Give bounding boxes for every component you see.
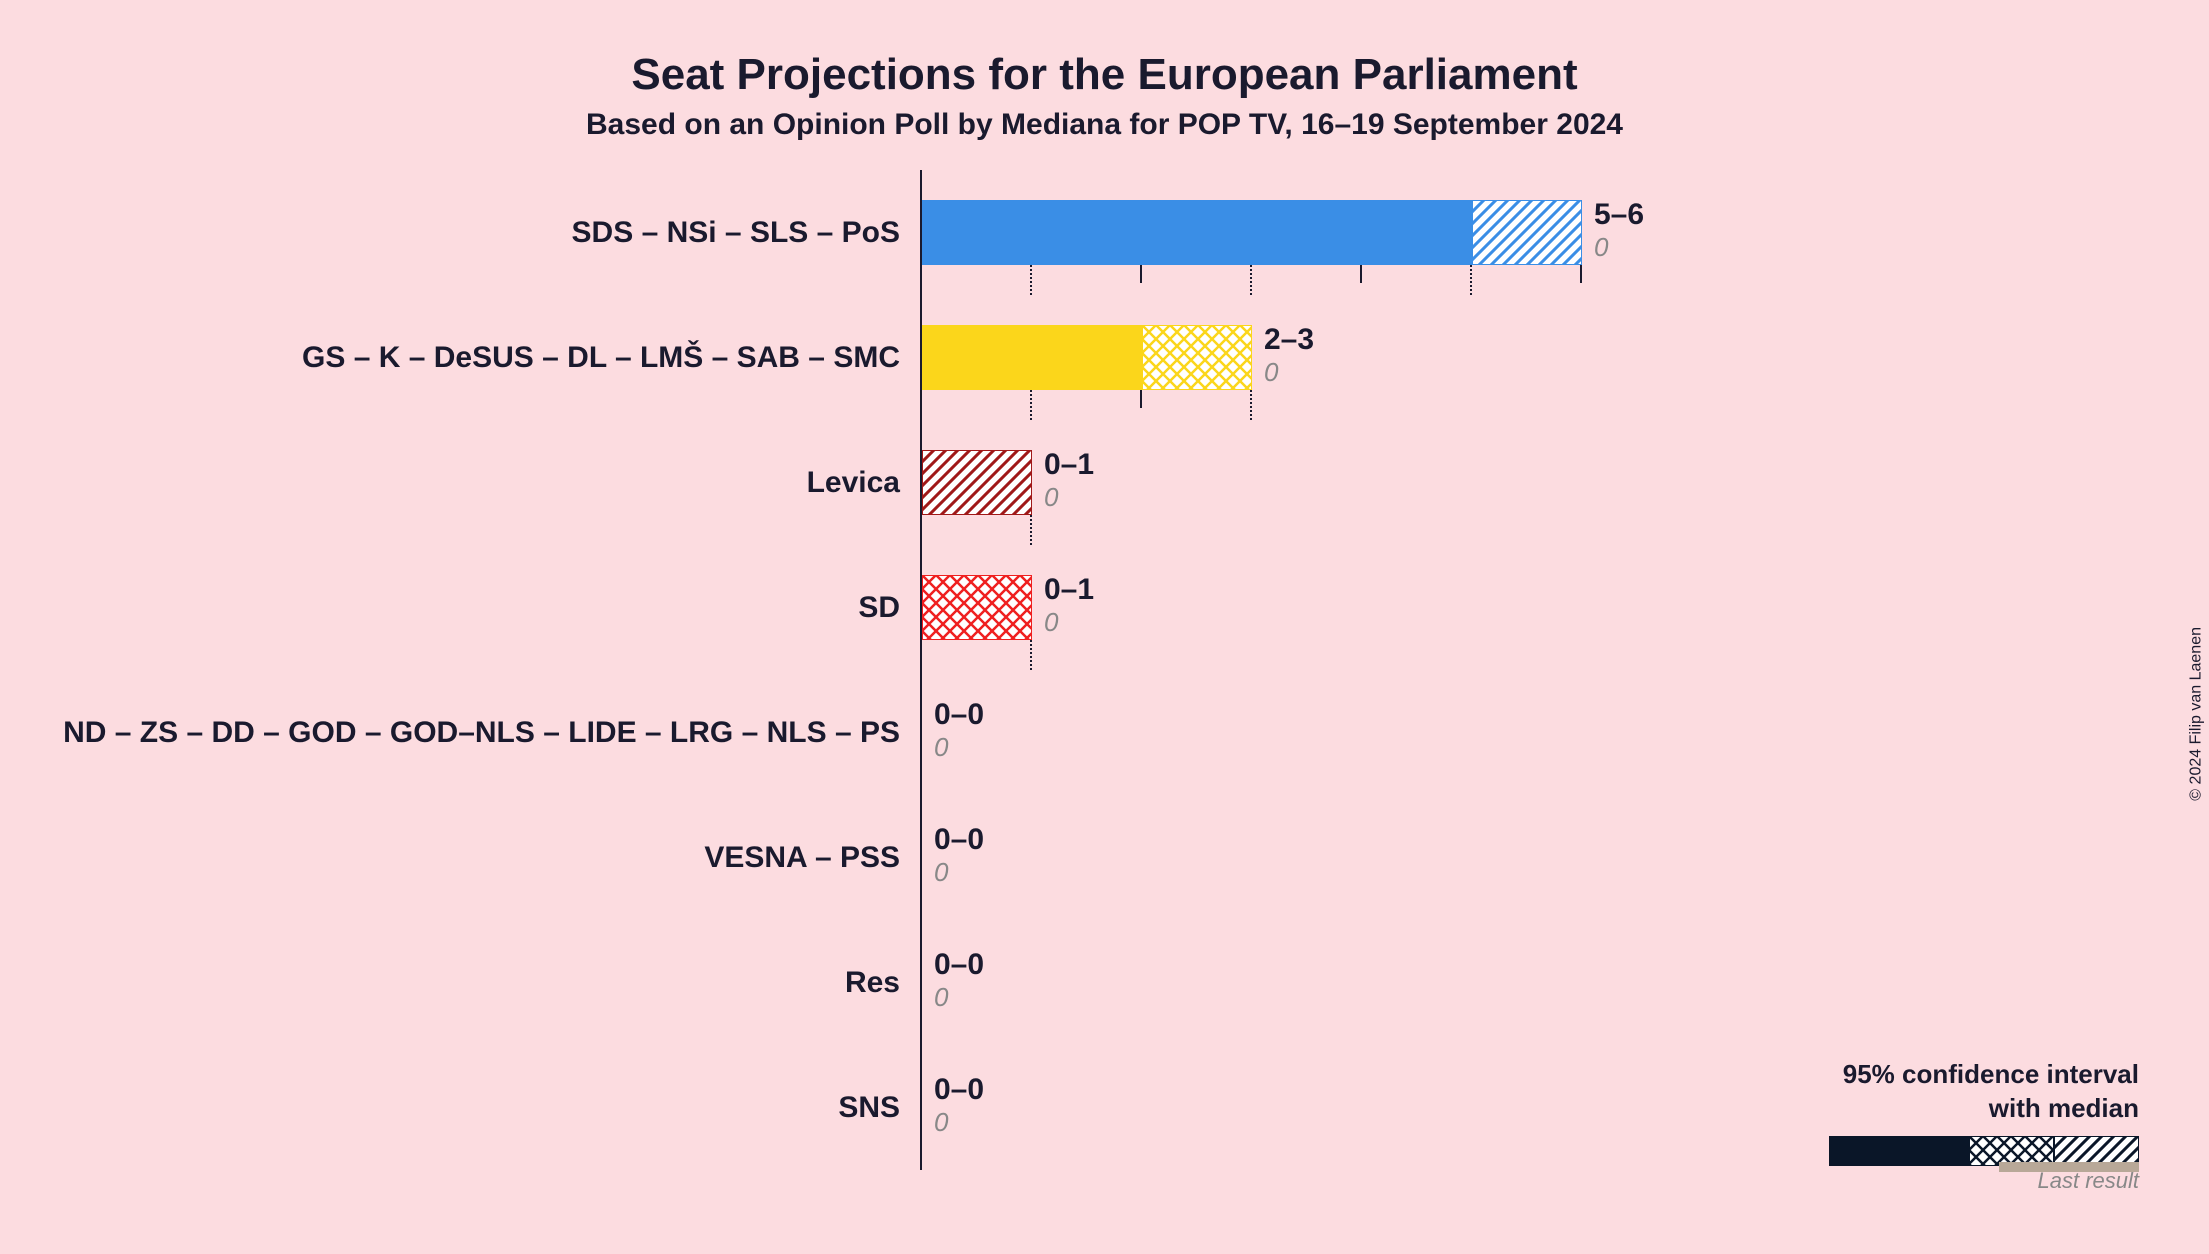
value-range: 0–0 bbox=[934, 1075, 984, 1105]
chart-row: VESNA – PSS0–00 bbox=[920, 795, 1920, 920]
row-label: GS – K – DeSUS – DL – LMŠ – SAB – SMC bbox=[302, 341, 900, 375]
chart-row: Levica0–10 bbox=[920, 420, 1920, 545]
row-label: SDS – NSi – SLS – PoS bbox=[572, 216, 900, 250]
tick-major bbox=[1360, 265, 1362, 283]
value-range: 0–1 bbox=[1044, 575, 1094, 605]
value-labels: 0–00 bbox=[934, 825, 984, 885]
chart-row: ND – ZS – DD – GOD – GOD–NLS – LIDE – LR… bbox=[920, 670, 1920, 795]
bar-hatch bbox=[1472, 200, 1582, 265]
value-prev: 0 bbox=[934, 1109, 984, 1135]
tick-minor bbox=[1250, 265, 1252, 295]
bar-solid bbox=[922, 200, 1472, 265]
row-label: ND – ZS – DD – GOD – GOD–NLS – LIDE – LR… bbox=[63, 716, 900, 750]
credit: © 2024 Filip van Laenen bbox=[2188, 627, 2206, 801]
value-labels: 0–10 bbox=[1044, 575, 1094, 635]
tick-minor bbox=[1030, 390, 1032, 420]
value-labels: 2–30 bbox=[1264, 325, 1314, 385]
chart-row: SNS0–00 bbox=[920, 1045, 1920, 1170]
tick-major bbox=[1140, 390, 1142, 408]
row-label: VESNA – PSS bbox=[704, 841, 900, 875]
chart-title: Seat Projections for the European Parlia… bbox=[0, 50, 2209, 100]
chart-row: SD0–10 bbox=[920, 545, 1920, 670]
chart-row: SDS – NSi – SLS – PoS5–60 bbox=[920, 170, 1920, 295]
value-range: 2–3 bbox=[1264, 325, 1314, 355]
chart-row: Res0–00 bbox=[920, 920, 1920, 1045]
bar-solid bbox=[922, 325, 1142, 390]
plot-area: SDS – NSi – SLS – PoS5–60GS – K – DeSUS … bbox=[920, 170, 1920, 1170]
tick-minor bbox=[1250, 390, 1252, 420]
value-labels: 5–60 bbox=[1594, 200, 1644, 260]
value-prev: 0 bbox=[1044, 609, 1094, 635]
tick-major bbox=[1140, 265, 1142, 283]
value-range: 0–0 bbox=[934, 825, 984, 855]
chart-container: Seat Projections for the European Parlia… bbox=[0, 0, 2209, 1254]
legend-line2: with median bbox=[1829, 1092, 2139, 1126]
value-prev: 0 bbox=[934, 734, 984, 760]
row-label: Res bbox=[845, 966, 900, 1000]
value-range: 5–6 bbox=[1594, 200, 1644, 230]
row-label: SNS bbox=[838, 1091, 900, 1125]
value-labels: 0–10 bbox=[1044, 450, 1094, 510]
value-prev: 0 bbox=[1044, 484, 1094, 510]
chart-row: GS – K – DeSUS – DL – LMŠ – SAB – SMC2–3… bbox=[920, 295, 1920, 420]
tick-minor bbox=[1030, 640, 1032, 670]
value-range: 0–0 bbox=[934, 950, 984, 980]
value-labels: 0–00 bbox=[934, 950, 984, 1010]
value-range: 0–0 bbox=[934, 700, 984, 730]
value-range: 0–1 bbox=[1044, 450, 1094, 480]
bar-hatch bbox=[922, 575, 1032, 640]
row-label: Levica bbox=[807, 466, 900, 500]
value-labels: 0–00 bbox=[934, 1075, 984, 1135]
chart-subtitle: Based on an Opinion Poll by Mediana for … bbox=[0, 108, 2209, 142]
tick-major bbox=[1580, 265, 1582, 283]
legend: 95% confidence interval with median Last… bbox=[1829, 1058, 2139, 1194]
value-prev: 0 bbox=[934, 859, 984, 885]
bar-hatch bbox=[1142, 325, 1252, 390]
bar-hatch bbox=[922, 450, 1032, 515]
value-prev: 0 bbox=[934, 984, 984, 1010]
tick-minor bbox=[1030, 265, 1032, 295]
value-prev: 0 bbox=[1594, 234, 1644, 260]
legend-last-bar bbox=[1999, 1162, 2139, 1172]
value-prev: 0 bbox=[1264, 359, 1314, 385]
tick-minor bbox=[1030, 515, 1032, 545]
legend-line1: 95% confidence interval bbox=[1829, 1058, 2139, 1092]
tick-minor bbox=[1470, 265, 1472, 295]
value-labels: 0–00 bbox=[934, 700, 984, 760]
row-label: SD bbox=[858, 591, 900, 625]
legend-solid bbox=[1829, 1136, 1969, 1166]
